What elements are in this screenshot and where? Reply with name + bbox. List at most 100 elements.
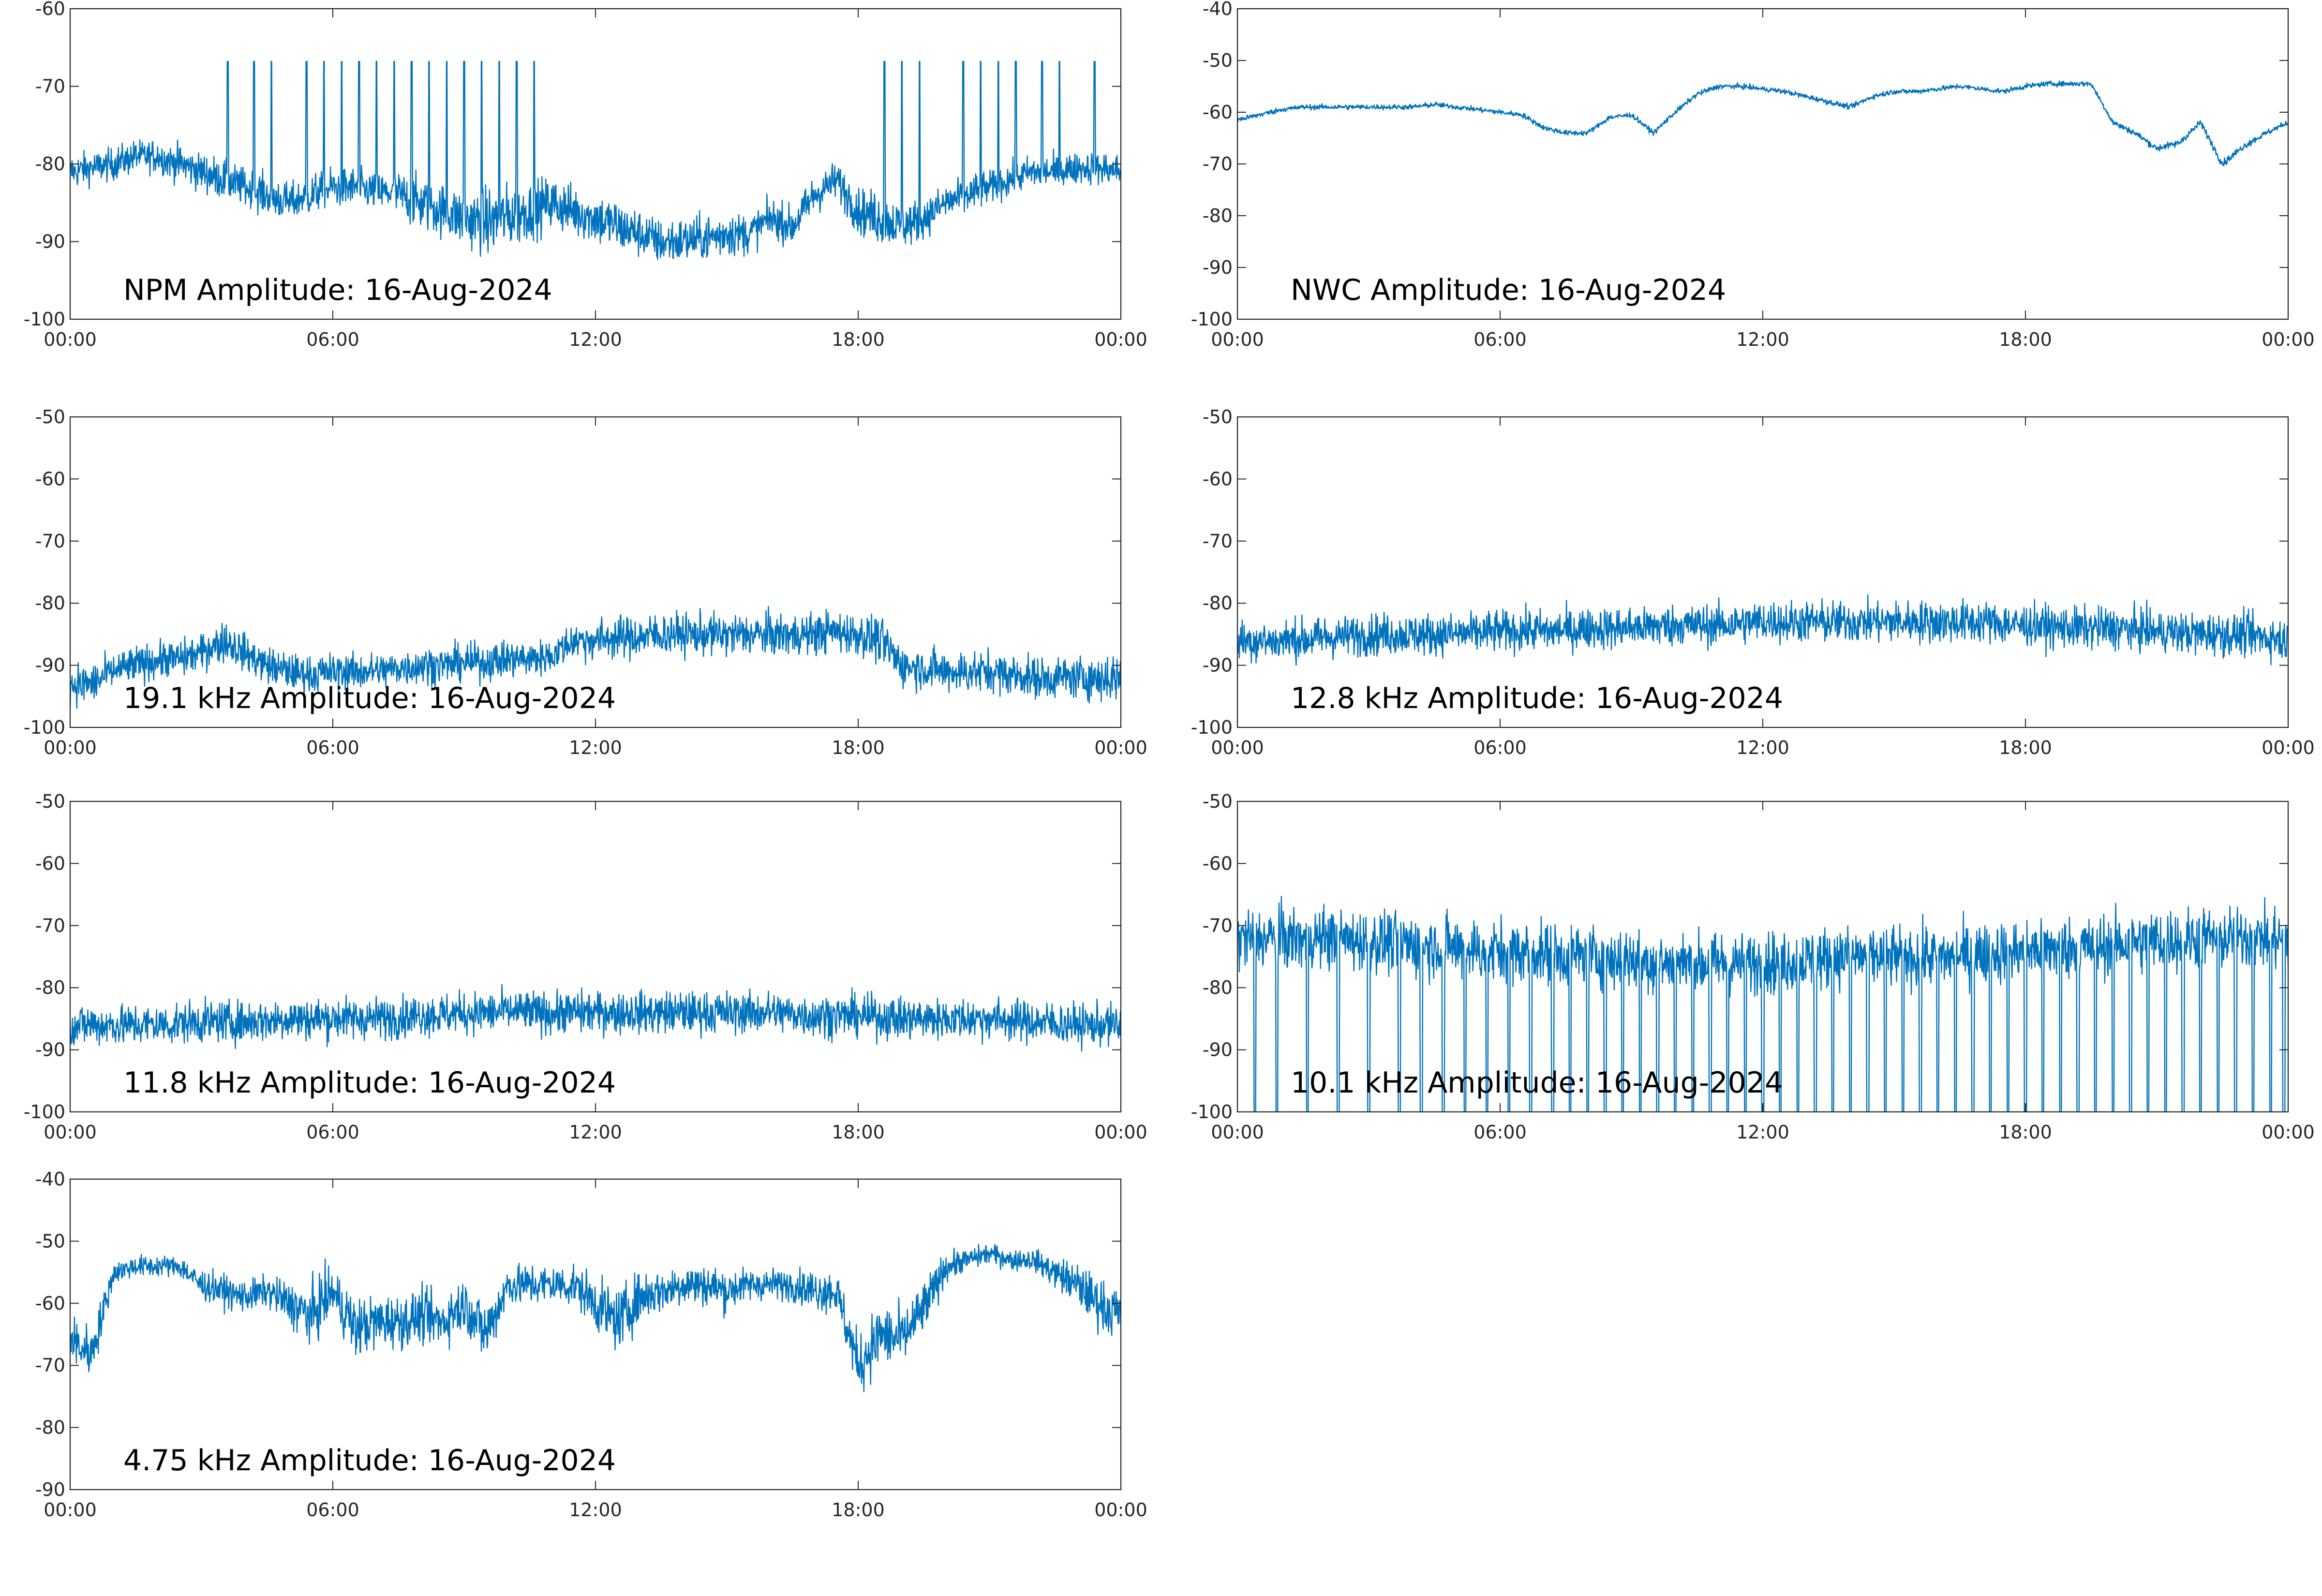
x-tick-label: 00:00 [1094,737,1147,758]
y-tick-label: -80 [35,977,65,998]
y-tick-label: -80 [1203,205,1233,226]
x-tick-label: 12:00 [1736,329,1789,350]
x-tick-label: 06:00 [1474,737,1527,758]
x-tick-label: 12:00 [1736,737,1789,758]
plot-frame [69,800,1122,1113]
y-tick-label: -100 [1191,717,1233,738]
x-tick-label: 06:00 [306,737,359,758]
x-tick-label: 00:00 [44,329,97,350]
x-tick-label: 18:00 [832,737,885,758]
x-tick-label: 00:00 [44,1122,97,1143]
x-tick-label: 00:00 [2262,1122,2315,1143]
panel-title: 19.1 kHz Amplitude: 16-Aug-2024 [123,681,616,715]
x-tick-label: 12:00 [1736,1122,1789,1143]
y-tick-label: -70 [35,1355,65,1376]
y-tick-label: -60 [1203,102,1233,123]
plot-frame [69,416,1122,728]
panel-title: NPM Amplitude: 16-Aug-2024 [123,273,552,307]
chart-panel-4: -100 -90 -80 -70 -60 -50 00:00 06:00 12:00 18:00 0… [1191,406,2315,758]
x-tick-label: 18:00 [832,329,885,350]
y-tick-label: -100 [24,717,65,738]
x-tick-label: 06:00 [1474,1122,1527,1143]
panel-title: 4.75 kHz Amplitude: 16-Aug-2024 [123,1444,616,1478]
y-tick-label: -70 [1203,915,1233,936]
y-tick-label: -90 [35,1479,65,1500]
chart-panel-7: -90 -80 -70 -60 -50 -40 00:00 06:00 12:00 18:00 00… [35,1168,1147,1521]
x-tick-label: 00:00 [2262,329,2315,350]
plot-frame [1236,800,2289,1113]
y-tick-label: -50 [1203,791,1233,812]
x-tick-label: 00:00 [44,737,97,758]
y-tick-label: -80 [1203,977,1233,998]
x-tick-label: 00:00 [1094,329,1147,350]
y-tick-label: -100 [1191,1101,1233,1123]
amplitude-trace [70,60,1121,260]
x-tick-label: 00:00 [2262,737,2315,758]
y-tick-label: -100 [24,1101,65,1123]
amplitude-trace [1237,594,2288,666]
x-tick-label: 06:00 [306,1122,359,1143]
amplitude-trace [1237,80,2288,166]
y-tick-label: -70 [35,915,65,936]
y-tick-label: -90 [1203,1039,1233,1061]
y-tick-label: -60 [35,0,65,19]
y-tick-label: -90 [35,1039,65,1061]
chart-panel-5: -100 -90 -80 -70 -60 -50 00:00 06:00 12:00 18:00 0… [24,791,1147,1143]
x-tick-label: 18:00 [832,1122,885,1143]
y-tick-label: -90 [1203,257,1233,278]
y-tick-label: -70 [35,531,65,552]
x-tick-label: 00:00 [1094,1499,1147,1521]
y-tick-label: -40 [1203,0,1233,19]
chart-panel-3: -100 -90 -80 -70 -60 -50 00:00 06:00 12:00 18:00 0… [24,406,1147,758]
y-tick-label: -80 [35,592,65,614]
x-tick-label: 00:00 [1211,329,1264,350]
x-tick-label: 00:00 [44,1499,97,1521]
x-tick-label: 06:00 [1474,329,1527,350]
y-tick-label: -80 [35,153,65,175]
panel-title: 10.1 kHz Amplitude: 16-Aug-2024 [1291,1066,1783,1100]
y-tick-label: -60 [1203,853,1233,874]
y-tick-label: -60 [35,1293,65,1314]
y-tick-label: -50 [35,1230,65,1252]
x-tick-label: 00:00 [1211,737,1264,758]
x-tick-label: 12:00 [569,1499,622,1521]
y-tick-label: -70 [1203,531,1233,552]
x-tick-label: 06:00 [306,329,359,350]
x-tick-label: 18:00 [832,1499,885,1521]
y-tick-label: -80 [1203,592,1233,614]
y-tick-label: -100 [1191,309,1233,330]
x-tick-label: 18:00 [1999,737,2052,758]
y-tick-label: -70 [1203,153,1233,175]
panel-title: 11.8 kHz Amplitude: 16-Aug-2024 [123,1066,616,1100]
y-tick-label: -50 [35,791,65,812]
amplitude-trace [70,984,1121,1052]
amplitude-trace [1237,896,2288,1112]
x-tick-label: 18:00 [1999,1122,2052,1143]
y-tick-label: -70 [35,76,65,97]
chart-panel-2: -100 -90 -80 -70 -60 -50 -40 00:00 06:00 12:00 18:… [1191,0,2315,350]
panel-title: 12.8 kHz Amplitude: 16-Aug-2024 [1291,681,1783,715]
y-tick-label: -90 [1203,655,1233,676]
y-tick-label: -40 [35,1168,65,1190]
plot-frame [1236,416,2289,728]
x-tick-label: 12:00 [569,1122,622,1143]
y-tick-label: -60 [1203,468,1233,489]
y-tick-label: -100 [24,309,65,330]
y-tick-label: -80 [35,1417,65,1438]
chart-panels: -100 -90 -80 -70 -60 00:00 06:00 12:00 18:00 00:0… [24,0,2315,1521]
y-tick-label: -50 [1203,406,1233,428]
y-tick-label: -90 [35,655,65,676]
x-tick-label: 18:00 [1999,329,2052,350]
x-tick-label: 12:00 [569,329,622,350]
amplitude-trace [70,1243,1121,1392]
x-tick-label: 00:00 [1211,1122,1264,1143]
chart-panel-6: -100 -90 -80 -70 -60 -50 00:00 06:00 12:00 18:00 0… [1191,791,2315,1143]
plot-frame [69,1178,1122,1491]
plot-frame [1236,8,2289,320]
y-tick-label: -50 [35,406,65,428]
amplitude-trace [70,606,1121,709]
y-tick-label: -50 [1203,50,1233,71]
y-tick-label: -90 [35,231,65,252]
x-tick-label: 00:00 [1094,1122,1147,1143]
